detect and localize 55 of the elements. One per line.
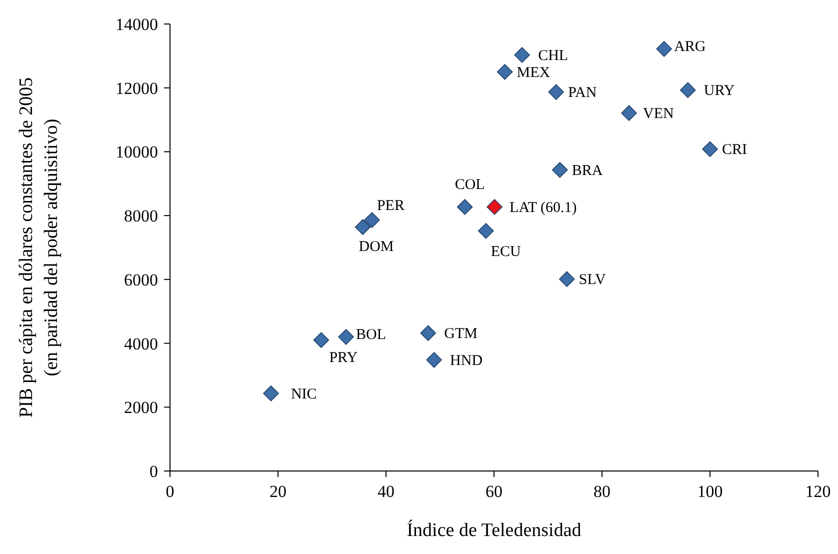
point xyxy=(313,332,330,348)
annotation: LAT (60.1) xyxy=(510,200,577,216)
point xyxy=(364,212,380,228)
annotation: PAN xyxy=(568,85,597,102)
annotation: ECU xyxy=(490,244,522,260)
annotation: NIC xyxy=(290,386,317,402)
annotation: MEX xyxy=(516,64,550,81)
x-axis-title: Índice de Teledensidad xyxy=(406,519,582,541)
x-tick-label: 120 xyxy=(805,482,831,502)
annotation: DOM xyxy=(358,239,394,256)
y-tick-label: 12000 xyxy=(116,78,158,98)
point xyxy=(621,105,637,121)
x-tick-label: 100 xyxy=(697,482,723,502)
point xyxy=(656,41,672,57)
point xyxy=(552,162,568,178)
annotation: COL xyxy=(454,176,485,193)
annotation: HND xyxy=(450,352,483,369)
y-tick-label: 8000 xyxy=(124,206,158,226)
x-tick-label: 0 xyxy=(166,482,174,502)
point xyxy=(559,271,575,288)
point xyxy=(354,219,371,235)
x-tick-label: 80 xyxy=(594,482,610,502)
y-tick-label: 2000 xyxy=(124,398,158,418)
y-tick-label: 10000 xyxy=(116,142,158,162)
point xyxy=(420,325,436,341)
point xyxy=(702,141,718,158)
point xyxy=(496,64,513,80)
x-tick-label: 20 xyxy=(270,482,286,502)
annotation: CHL xyxy=(538,48,568,64)
point xyxy=(680,82,696,98)
annotation: PER xyxy=(376,198,404,214)
y-tick-label: 6000 xyxy=(124,270,158,290)
point xyxy=(426,352,442,368)
annotation: CRI xyxy=(722,142,748,158)
point xyxy=(514,47,530,63)
point xyxy=(456,199,473,215)
point xyxy=(548,84,564,100)
y-tick-label: 4000 xyxy=(124,334,158,354)
annotation: BOL xyxy=(356,326,386,343)
y-tick-label: 14000 xyxy=(116,15,158,34)
point xyxy=(338,329,354,345)
point xyxy=(263,386,279,402)
annotation: ARG xyxy=(674,38,706,55)
annotation: GTM xyxy=(444,326,478,342)
point xyxy=(478,222,494,239)
annotation: SLV xyxy=(578,272,606,288)
annotation: PRY xyxy=(329,350,358,366)
annotation: VEN xyxy=(643,106,674,122)
y-tick-label: 0 xyxy=(150,462,158,482)
annotation: URY xyxy=(704,83,735,100)
y-axis-title: PIB per cápita en dólares constantes de 2005 (en paridad del poder adquisitivo) xyxy=(16,77,62,418)
point xyxy=(486,199,502,215)
annotation: BRA xyxy=(572,162,603,179)
x-tick-label: 60 xyxy=(486,482,502,502)
x-tick-label: 40 xyxy=(378,482,394,502)
